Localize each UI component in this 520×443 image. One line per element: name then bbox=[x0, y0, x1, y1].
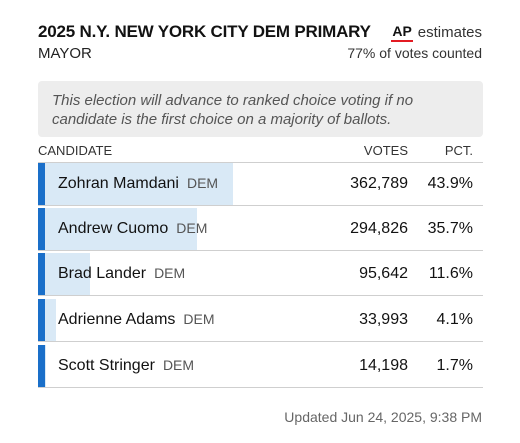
candidate-row: Andrew Cuomo DEM 294,826 35.7% bbox=[38, 208, 483, 251]
vote-share-bar bbox=[38, 253, 90, 295]
candidate-party: DEM bbox=[162, 357, 195, 373]
vote-share-bar bbox=[38, 163, 234, 205]
ap-estimates: AP estimates bbox=[391, 23, 482, 42]
candidate-row: Zohran Mamdani DEM 362,789 43.9% bbox=[38, 163, 483, 206]
row-accent bbox=[38, 345, 45, 387]
votes-column-header: VOTES bbox=[363, 143, 408, 158]
candidate-column-header: CANDIDATE bbox=[38, 143, 113, 158]
candidate-pct: 4.1% bbox=[436, 311, 473, 328]
candidate-votes: 294,826 bbox=[350, 220, 408, 237]
row-accent bbox=[38, 163, 45, 205]
candidate-votes: 362,789 bbox=[350, 175, 408, 192]
race-title: 2025 N.Y. NEW YORK CITY DEM PRIMARY bbox=[38, 22, 371, 41]
row-accent bbox=[38, 208, 45, 250]
candidate-votes: 33,993 bbox=[359, 311, 408, 328]
candidate-pct: 35.7% bbox=[427, 220, 473, 237]
candidate-votes: 95,642 bbox=[359, 265, 408, 282]
candidate-party: DEM bbox=[183, 311, 215, 327]
estimates-label: estimates bbox=[417, 23, 482, 41]
row-accent bbox=[38, 299, 45, 341]
candidate-row: Brad Lander DEM 95,642 11.6% bbox=[38, 253, 483, 296]
votes-counted: 77% of votes counted bbox=[347, 45, 482, 61]
candidate-row: Scott Stringer DEM 14,198 1.7% bbox=[38, 345, 483, 388]
candidate-votes: 14,198 bbox=[359, 357, 408, 374]
ap-logo-icon: AP bbox=[391, 23, 414, 42]
results-header: 2025 N.Y. NEW YORK CITY DEM PRIMARY MAYO… bbox=[38, 22, 482, 66]
pct-column-header: PCT. bbox=[444, 143, 473, 158]
candidate-name: Scott Stringer bbox=[58, 357, 155, 374]
rcv-note: This election will advance to ranked cho… bbox=[38, 81, 483, 137]
race-office: MAYOR bbox=[38, 45, 92, 62]
candidate-party: DEM bbox=[154, 265, 186, 281]
candidate-pct: 11.6% bbox=[428, 265, 473, 282]
candidate-party: DEM bbox=[186, 175, 219, 191]
candidate-name: Zohran Mamdani bbox=[58, 175, 179, 192]
candidate-name: Adrienne Adams bbox=[58, 311, 176, 328]
candidate-party: DEM bbox=[176, 220, 208, 236]
column-headers: CANDIDATE VOTES PCT. bbox=[38, 143, 483, 161]
candidate-pct: 43.9% bbox=[427, 175, 473, 192]
candidate-row: Adrienne Adams DEM 33,993 4.1% bbox=[38, 299, 483, 342]
row-accent bbox=[38, 253, 45, 295]
candidate-name: Andrew Cuomo bbox=[58, 220, 169, 237]
header-divider bbox=[38, 162, 483, 163]
vote-share-bar bbox=[38, 208, 197, 250]
candidate-name: Brad Lander bbox=[58, 265, 147, 282]
candidate-pct: 1.7% bbox=[436, 357, 473, 374]
updated-timestamp: Updated Jun 24, 2025, 9:38 PM bbox=[284, 409, 482, 425]
